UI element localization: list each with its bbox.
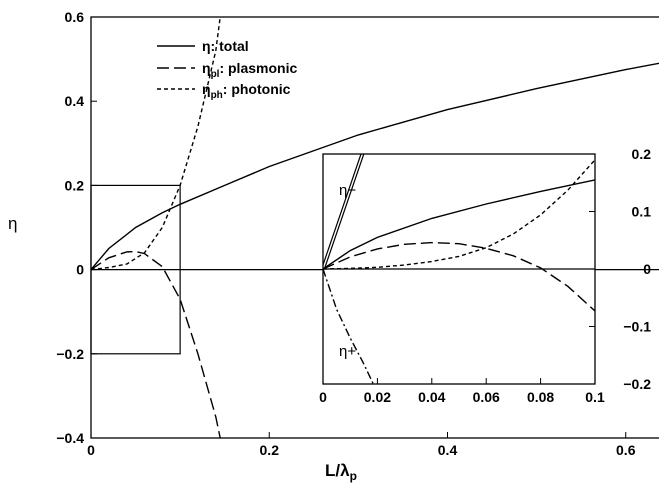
x-tick-label: 0.4 bbox=[438, 442, 458, 458]
y-tick-label: 0 bbox=[76, 262, 84, 278]
inset-series-line-0 bbox=[323, 179, 595, 270]
legend-label-total: η: total bbox=[202, 38, 249, 54]
x-tick-label: 0.2 bbox=[260, 442, 280, 458]
y-tick-label: 0.4 bbox=[65, 93, 85, 109]
inset-y-tick-label: 0.2 bbox=[632, 146, 652, 162]
inset-x-tick-label: 0.04 bbox=[418, 389, 445, 405]
main-series-line-0 bbox=[91, 62, 659, 271]
inset-plot-area bbox=[323, 154, 595, 384]
inset-y-tick-label: −0.2 bbox=[623, 376, 651, 392]
inset-series-line-1 bbox=[323, 241, 595, 312]
inset-y-tick-label: −0.1 bbox=[623, 319, 651, 335]
inset-series-line-4 bbox=[323, 268, 374, 384]
inset-series-line-3 bbox=[323, 154, 362, 267]
x-tick-label: 0 bbox=[87, 442, 95, 458]
inset-label-eta-minus: η− bbox=[339, 182, 356, 199]
y-tick-label: 0.6 bbox=[65, 9, 85, 25]
inset-x-tick-label: 0 bbox=[319, 389, 327, 405]
main-series-line-2 bbox=[91, 17, 221, 271]
main-axis-ticks: 00.20.40.60.8−0.4−0.200.20.40.6 bbox=[56, 9, 636, 458]
legend-label-photonic: ηph: photonic bbox=[202, 81, 291, 101]
inset-x-tick-label: 0.02 bbox=[364, 389, 391, 405]
main-series-line-1 bbox=[91, 250, 221, 438]
inset-label-eta-plus: η+ bbox=[339, 343, 356, 360]
inset-x-tick-label: 0.06 bbox=[473, 389, 500, 405]
y-tick-label: −0.2 bbox=[56, 346, 84, 362]
x-tick-label: 0.6 bbox=[616, 442, 636, 458]
y-axis-label: η bbox=[8, 214, 17, 233]
inset-series-line-2 bbox=[323, 159, 595, 270]
inset-series-line-3 bbox=[323, 154, 365, 270]
inset-axis-ticks: 0 0.02 0.04 0.06 0.08 0.1 −0.2 −0.1 0 0.1 0.2 bbox=[319, 146, 651, 405]
x-axis-label: L/λp bbox=[325, 461, 357, 483]
inset-y-tick-label: 0 bbox=[643, 261, 651, 277]
y-tick-label: 0.2 bbox=[65, 177, 85, 193]
legend: η: total ηpl: plasmonic ηph: photonic bbox=[157, 38, 297, 101]
y-tick-label: −0.4 bbox=[56, 430, 84, 446]
legend-label-plasmonic: ηpl: plasmonic bbox=[202, 60, 297, 80]
inset-x-tick-label: 0.08 bbox=[527, 389, 554, 405]
inset-y-tick-label: 0.1 bbox=[632, 204, 652, 220]
inset-x-tick-label: 0.1 bbox=[585, 389, 605, 405]
